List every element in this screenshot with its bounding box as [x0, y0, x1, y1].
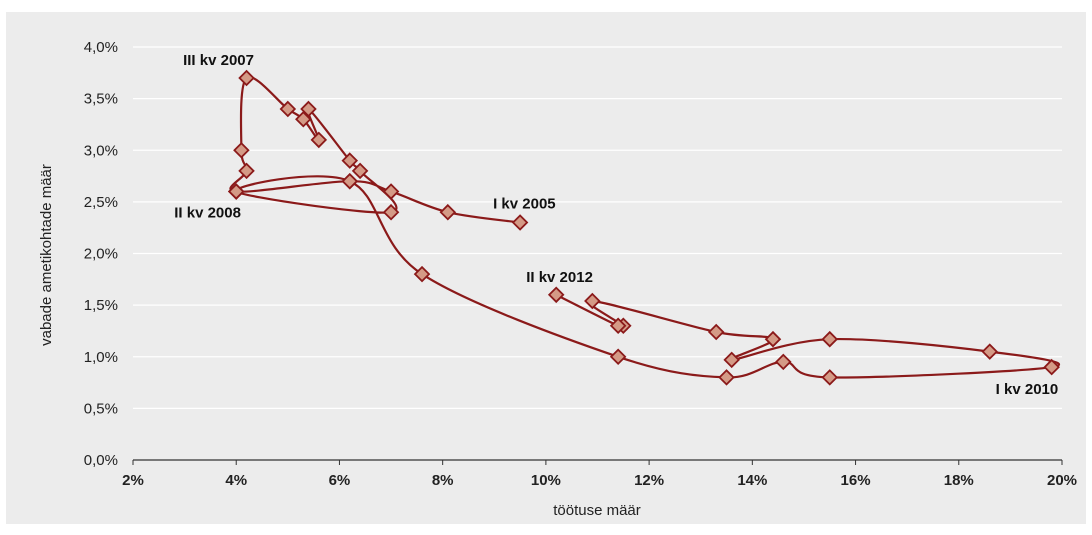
data-point [821, 369, 839, 386]
data-point [821, 330, 839, 348]
chart-panel [6, 12, 1086, 524]
data-point [279, 100, 297, 118]
x-tick-label: 12% [634, 472, 664, 489]
data-point [439, 203, 457, 221]
data-point [238, 162, 255, 180]
x-axis-ticks: 2% 4% 6% 8% 10% 12% 14% 16% 18% 20% [122, 460, 1077, 489]
x-tick-label: 8% [432, 472, 454, 489]
data-point [547, 286, 565, 304]
y-axis-ticks: 0,0% 0,5% 1,0% 1,5% 2,0% 2,5% 3,0% 3,5% 4,0% [84, 39, 118, 469]
data-point [707, 323, 725, 341]
annotation-label: I kv 2010 [996, 381, 1059, 398]
gridlines [133, 46, 1062, 461]
data-point [609, 348, 627, 366]
y-tick-label: 1,5% [84, 297, 118, 314]
x-tick-label: 4% [225, 472, 247, 489]
y-axis-title: vabade ametikohtade määr [38, 164, 55, 346]
data-point [382, 183, 400, 200]
data-point [300, 100, 317, 118]
x-tick-label: 2% [122, 472, 144, 489]
series-line [229, 76, 1061, 379]
data-point [981, 343, 999, 360]
data-point [295, 111, 312, 128]
data-point [238, 69, 255, 87]
data-point [584, 292, 601, 310]
x-tick-label: 10% [531, 472, 561, 489]
data-point [775, 353, 792, 371]
y-tick-label: 3,0% [84, 142, 118, 159]
data-point [723, 351, 740, 369]
data-point [233, 141, 250, 159]
data-point [511, 214, 529, 231]
series-markers [227, 69, 1060, 386]
data-point [1043, 358, 1060, 376]
annotation-label: II kv 2012 [526, 269, 593, 286]
y-tick-label: 0,0% [84, 452, 118, 469]
data-point [609, 317, 627, 335]
y-tick-label: 3,5% [84, 91, 118, 108]
annotation-label: II kv 2008 [174, 205, 241, 222]
x-tick-label: 16% [841, 472, 871, 489]
y-tick-label: 4,0% [84, 39, 118, 56]
data-point [382, 203, 400, 221]
y-tick-label: 2,5% [84, 194, 118, 211]
y-tick-label: 0,5% [84, 400, 118, 417]
data-point [718, 369, 735, 386]
data-point [341, 172, 359, 190]
x-tick-label: 6% [329, 472, 351, 489]
y-tick-label: 2,0% [84, 246, 118, 263]
data-point [413, 265, 431, 283]
x-tick-label: 14% [737, 472, 767, 489]
x-tick-label: 20% [1047, 472, 1077, 489]
data-point [764, 330, 782, 348]
annotation-label: III kv 2007 [183, 52, 254, 69]
data-point [341, 152, 359, 169]
data-point [351, 162, 369, 180]
x-tick-label: 18% [944, 472, 974, 489]
annotations: III kv 2007 II kv 2008 I kv 2005 II kv 2012… [174, 52, 1058, 398]
data-point [227, 183, 245, 200]
data-point [310, 131, 328, 149]
annotation-label: I kv 2005 [493, 196, 556, 213]
y-tick-label: 1,0% [84, 349, 118, 366]
x-axis-title: töötuse määr [553, 502, 641, 519]
